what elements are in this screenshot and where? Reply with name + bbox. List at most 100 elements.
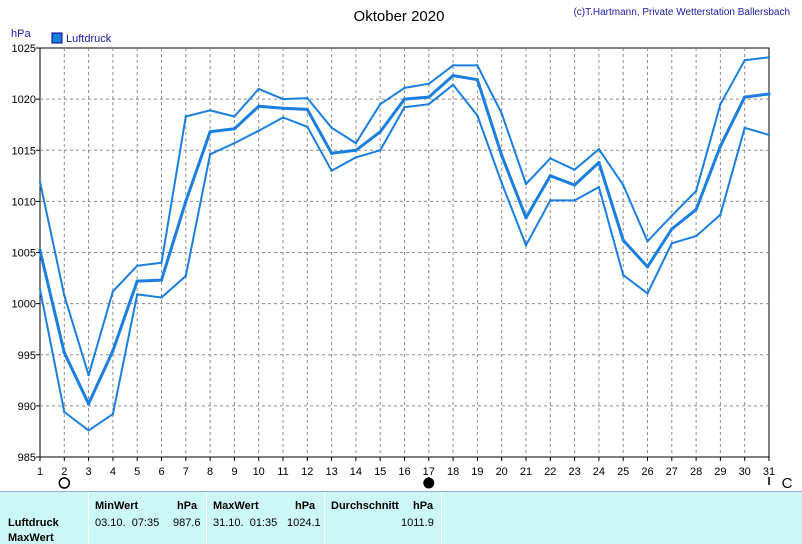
data-point-mean	[111, 349, 115, 353]
average-header: Durchschnitt	[331, 500, 399, 512]
min-datetime: 03.10. 07:35	[95, 517, 160, 529]
max-datetime: 31.10. 01:35	[213, 517, 278, 529]
full-moon-icon	[58, 477, 71, 489]
min-value: 987.6	[173, 517, 201, 529]
data-point-mean	[718, 144, 723, 148]
x-tick-label: 15	[374, 466, 386, 478]
legend-label: Luftdruck	[66, 33, 112, 45]
data-point-max	[743, 59, 746, 62]
y-tick-label: 995	[18, 350, 36, 362]
x-tick-label: 6	[158, 466, 164, 478]
y-tick-label: 990	[18, 401, 36, 413]
data-point-max	[694, 189, 698, 193]
data-point-mean	[184, 199, 188, 203]
data-point-mean	[451, 74, 455, 78]
x-tick-label: 7	[183, 466, 189, 478]
data-point-min	[281, 116, 285, 119]
x-tick-label: 29	[714, 466, 726, 478]
data-point-min	[427, 103, 430, 106]
min-header: MinWert	[95, 500, 139, 512]
data-point-mean	[621, 238, 625, 242]
x-tick-label: 18	[447, 466, 459, 478]
new-moon-icon	[423, 477, 435, 489]
grid-lines	[40, 48, 769, 457]
data-point-max	[622, 183, 625, 187]
data-point-mean	[670, 227, 674, 231]
credit-text: (c)T.Hartmann, Private Wetterstation Bal…	[573, 7, 790, 18]
x-tick-label: 28	[690, 466, 702, 478]
x-tick-label: 3	[86, 466, 92, 478]
y-tick-label: 1020	[12, 94, 36, 106]
x-tick-label: 4	[110, 466, 116, 478]
data-point-mean	[38, 248, 42, 253]
data-point-min	[646, 292, 649, 295]
y-tick-label: 1005	[12, 248, 36, 260]
average-value-cell: Durchschnitt hPa 1011.9	[325, 492, 442, 544]
data-point-min	[451, 83, 455, 87]
x-tick-label: 21	[520, 466, 532, 478]
data-point-min	[743, 126, 746, 129]
data-point-min	[330, 169, 333, 172]
data-point-mean	[548, 174, 552, 178]
max-unit: hPa	[295, 500, 316, 512]
data-point-max	[63, 294, 66, 297]
x-tick-label: 31	[763, 466, 775, 478]
x-tick-label: 1	[37, 466, 43, 478]
data-point-min	[403, 106, 406, 109]
data-point-max	[451, 64, 455, 67]
x-tick-label: 25	[617, 466, 629, 478]
data-point-mean	[573, 183, 577, 187]
x-tick-label: 20	[496, 466, 508, 478]
x-tick-label: 8	[207, 466, 213, 478]
data-point-min	[500, 181, 503, 185]
data-point-mean	[62, 351, 66, 355]
max-header: MaxWert	[213, 500, 259, 512]
data-point-min	[694, 234, 698, 238]
data-point-max	[719, 103, 722, 106]
data-point-mean	[257, 104, 261, 108]
data-point-min	[38, 288, 42, 291]
row-label-maxwert: MaxWert	[8, 532, 54, 544]
data-point-mean	[281, 106, 285, 110]
x-tick-label: 9	[231, 466, 237, 478]
data-point-mean	[500, 153, 504, 157]
data-point-min	[184, 274, 187, 278]
data-point-max	[597, 148, 601, 151]
data-point-min	[87, 429, 90, 432]
x-tick-label: 30	[739, 466, 751, 478]
row-label-luftdruck: Luftdruck	[8, 517, 59, 529]
data-point-max	[136, 264, 139, 267]
data-point-max	[767, 56, 771, 59]
y-tick-label: 1025	[12, 43, 36, 55]
data-point-min	[719, 213, 722, 216]
data-point-mean	[159, 278, 164, 282]
data-point-max	[160, 261, 163, 264]
x-tick-label: 22	[544, 466, 556, 478]
y-tick-label: 1000	[12, 299, 36, 311]
x-tick-label: 11	[277, 466, 288, 478]
data-point-max	[379, 103, 382, 106]
data-point-min	[476, 114, 479, 117]
data-point-min	[160, 296, 163, 299]
data-point-max	[306, 96, 309, 100]
data-point-min	[233, 141, 236, 145]
data-point-mean	[232, 127, 236, 131]
data-point-max	[281, 97, 285, 101]
crescent-moon-icon: C	[782, 475, 793, 491]
y-axis-unit-label: hPa	[11, 28, 31, 40]
data-point-mean	[402, 97, 407, 101]
series-layer	[38, 56, 771, 432]
data-point-max	[500, 112, 503, 115]
moon-phase-markers: C	[58, 475, 793, 491]
row-labels-cell: Luftdruck MaxWert	[0, 492, 89, 544]
data-point-min	[379, 149, 382, 152]
data-point-max	[427, 82, 430, 85]
x-tick-label: 24	[593, 466, 605, 478]
data-point-min	[63, 410, 66, 414]
data-point-mean	[597, 160, 601, 165]
data-point-max	[403, 86, 406, 90]
data-point-min	[306, 125, 309, 128]
x-tick-label: 16	[398, 466, 410, 478]
x-axis-ticks: 1 2 3 4 5 6 7 8 9 10 11 12 13 14 15 16 17 18 19 20 21 22 23 24 2…	[37, 457, 775, 478]
